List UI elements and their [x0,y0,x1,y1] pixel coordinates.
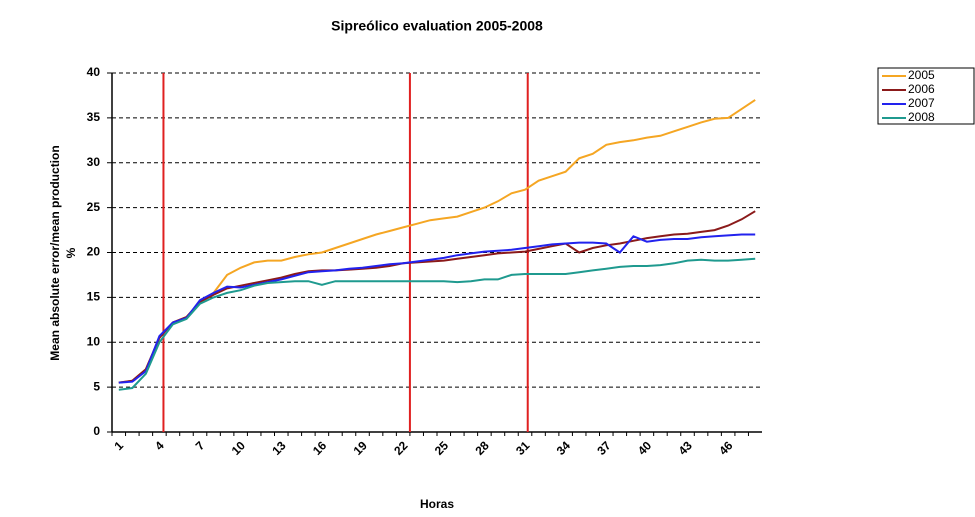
y-tick-label: 0 [93,424,100,438]
x-tick-label: 19 [351,438,371,458]
y-axis-label: Mean absolute error/mean production [48,145,62,360]
x-tick-label: 28 [472,438,492,458]
legend-label: 2007 [908,96,935,110]
series-line [118,233,756,384]
y-axis-label: % [64,247,78,258]
y-tick-label: 40 [87,65,101,79]
series-line [118,99,756,384]
x-tick-label: 13 [269,438,289,458]
x-tick-label: 25 [432,438,452,458]
legend-label: 2008 [908,110,935,124]
y-tick-label: 5 [93,379,100,393]
x-tick-label: 46 [716,438,736,458]
x-axis-label: Horas [420,497,454,511]
legend-label: 2006 [908,82,935,96]
y-tick-label: 25 [87,200,101,214]
x-tick-label: 31 [513,438,533,458]
legend-label: 2005 [908,68,935,82]
x-tick-label: 16 [310,438,330,458]
x-tick-label: 4 [152,438,167,453]
x-tick-label: 1 [112,438,127,453]
legend-box [877,67,975,125]
series-line [118,257,756,391]
y-tick-label: 35 [87,110,101,124]
y-tick-label: 30 [87,155,101,169]
x-tick-label: 22 [391,438,411,458]
y-tick-label: 20 [87,245,101,259]
x-tick-label: 37 [594,438,614,458]
x-tick-label: 43 [676,438,696,458]
x-tick-label: 34 [554,438,574,458]
x-tick-label: 10 [229,438,249,458]
chart-title: Sipreólico evaluation 2005-2008 [331,18,543,34]
x-tick-label: 40 [635,438,655,458]
x-tick-label: 7 [193,438,208,453]
y-tick-label: 15 [87,290,101,304]
y-tick-label: 10 [87,334,101,348]
series-line [118,210,756,384]
